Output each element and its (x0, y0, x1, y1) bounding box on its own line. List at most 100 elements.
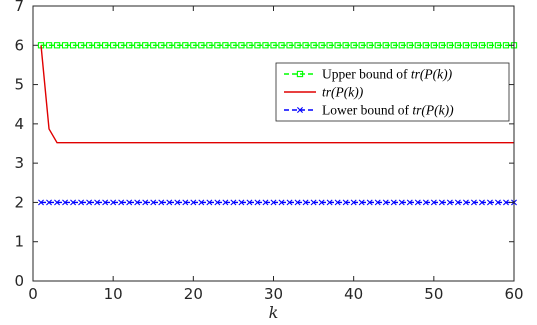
legend-label-formula: tr(P(k)) (412, 103, 454, 118)
data-point (262, 42, 269, 49)
data-point (462, 42, 470, 49)
data-point (166, 199, 173, 206)
legend-label-prefix: Upper bound of (322, 67, 411, 82)
data-point (254, 199, 261, 206)
data-point (45, 42, 53, 49)
y-tick-label: 5 (14, 76, 24, 94)
data-point (382, 42, 389, 49)
data-point (502, 199, 509, 206)
plot-background (33, 6, 514, 281)
data-point (502, 42, 510, 49)
data-point (94, 199, 101, 206)
data-point (150, 199, 157, 206)
data-point (246, 199, 253, 206)
data-point (334, 42, 341, 49)
data-point (61, 42, 69, 49)
legend-label: Lower bound of tr(P(k)) (322, 103, 454, 118)
data-point (302, 42, 309, 49)
x-axis-label: k (269, 303, 279, 322)
data-point (150, 42, 157, 49)
x-tick-label: 60 (504, 285, 523, 303)
data-point (366, 199, 373, 206)
data-point (246, 42, 253, 49)
data-point (406, 199, 413, 206)
data-point (326, 42, 333, 49)
data-point (206, 199, 213, 206)
data-point (342, 199, 349, 206)
data-point (422, 42, 429, 49)
data-point (430, 199, 437, 206)
data-point (462, 199, 469, 206)
data-point (62, 199, 69, 206)
legend-entry: tr(P(k)) (284, 85, 364, 100)
data-point (198, 42, 205, 49)
data-point (294, 42, 301, 49)
x-tick-label: 50 (424, 285, 443, 303)
data-point (470, 42, 478, 49)
data-point (374, 42, 381, 49)
data-point (318, 42, 325, 49)
data-point (478, 42, 486, 49)
x-tick-label: 10 (104, 285, 123, 303)
data-point (102, 42, 109, 49)
data-point (214, 42, 221, 49)
data-point (494, 199, 501, 206)
data-point (46, 199, 53, 206)
data-point (78, 199, 85, 206)
data-point (70, 199, 77, 206)
data-point (438, 42, 445, 49)
data-point (53, 42, 61, 49)
data-point (270, 42, 277, 49)
series-line (40, 45, 514, 144)
data-point (182, 42, 189, 49)
data-point (486, 199, 493, 206)
data-point (214, 199, 221, 206)
y-tick-label: 7 (14, 0, 24, 15)
data-point (134, 42, 141, 49)
x-tick-label: 20 (184, 285, 203, 303)
y-tick-label: 1 (14, 233, 24, 251)
legend-entry: Lower bound of tr(P(k)) (284, 103, 454, 118)
data-point (158, 199, 165, 206)
data-point (190, 199, 197, 206)
data-point (302, 199, 309, 206)
data-point (390, 199, 397, 206)
data-point (350, 42, 357, 49)
data-point (54, 199, 61, 206)
data-point (190, 42, 197, 49)
data-point (334, 199, 341, 206)
data-point (93, 42, 101, 49)
x-tick-label: 40 (344, 285, 363, 303)
data-point (77, 42, 85, 49)
data-point (102, 199, 109, 206)
series-1 (37, 42, 518, 49)
data-point (238, 199, 245, 206)
data-point (358, 42, 365, 49)
data-point (390, 42, 397, 49)
data-point (470, 199, 477, 206)
data-point (494, 42, 502, 49)
data-point (158, 42, 165, 49)
data-point (142, 42, 149, 49)
data-point (174, 42, 181, 49)
data-point (230, 199, 237, 206)
data-point (118, 42, 125, 49)
data-point (382, 199, 389, 206)
data-point (198, 199, 205, 206)
data-point (174, 199, 181, 206)
x-tick-label: 0 (28, 285, 38, 303)
data-point (478, 199, 485, 206)
data-point (430, 42, 437, 49)
y-tick-label: 0 (14, 272, 24, 290)
data-point (454, 199, 461, 206)
data-point (438, 199, 445, 206)
data-point (414, 199, 421, 206)
data-point (318, 199, 325, 206)
data-point (398, 42, 405, 49)
legend-marker (297, 107, 303, 113)
legend-label-prefix: Lower bound of (322, 103, 412, 118)
y-axis: 0 1 2 3 4 5 6 7 (14, 0, 514, 290)
data-point (142, 199, 149, 206)
